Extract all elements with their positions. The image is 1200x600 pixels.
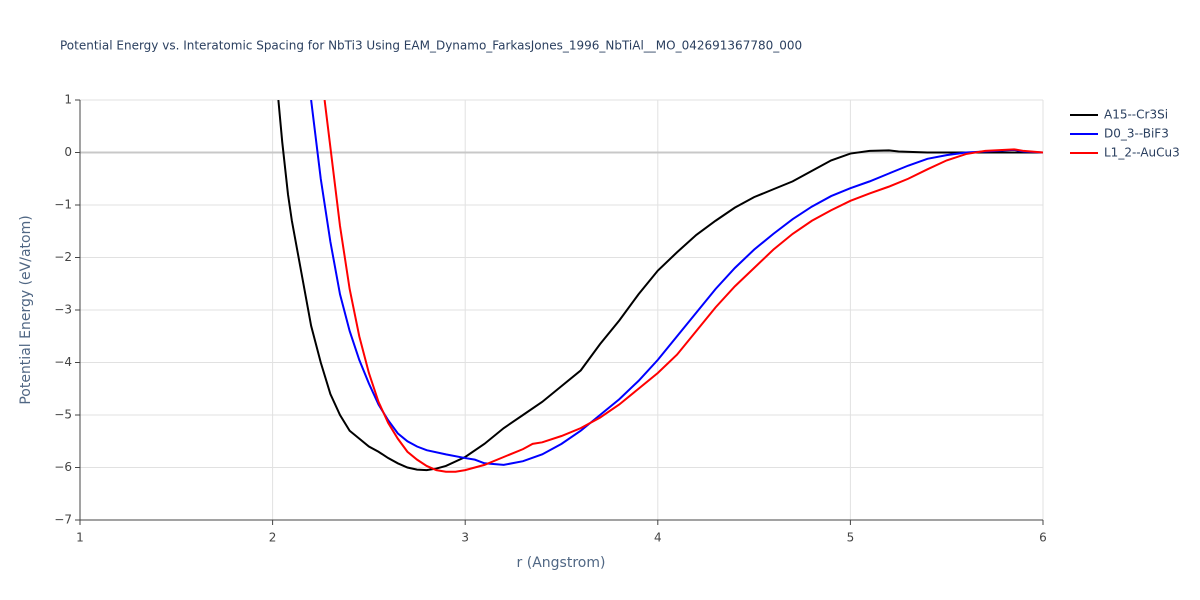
y-tick-label: −7 (54, 513, 72, 527)
x-tick-label: 6 (1039, 531, 1047, 545)
series-line (310, 100, 1043, 466)
x-tick-label: 5 (847, 531, 855, 545)
y-tick-label: −2 (54, 250, 72, 264)
plot-area (277, 100, 1043, 473)
x-axis-title: r (Angstrom) (517, 555, 606, 571)
y-tick-label: −3 (54, 303, 72, 317)
x-tick-label: 2 (269, 531, 277, 545)
y-tick-label: −6 (54, 460, 72, 474)
legend-label: D0_3--BiF3 (1104, 127, 1169, 141)
chart-title: Potential Energy vs. Interatomic Spacing… (60, 39, 802, 53)
y-tick-label: 0 (64, 145, 72, 159)
x-tick-label: 3 (461, 531, 469, 545)
legend-label: L1_2--AuCu3 (1104, 146, 1180, 160)
legend-label: A15--Cr3Si (1104, 108, 1168, 122)
y-tick-label: −4 (54, 355, 72, 369)
y-axis-title: Potential Energy (eV/atom) (18, 215, 34, 404)
y-tick-label: 1 (64, 93, 72, 107)
x-tick-label: 4 (654, 531, 662, 545)
series-line (323, 100, 1043, 473)
x-tick-label: 1 (76, 531, 84, 545)
series-line (277, 100, 1043, 472)
y-tick-label: −1 (54, 198, 72, 212)
y-tick-label: −5 (54, 408, 72, 422)
